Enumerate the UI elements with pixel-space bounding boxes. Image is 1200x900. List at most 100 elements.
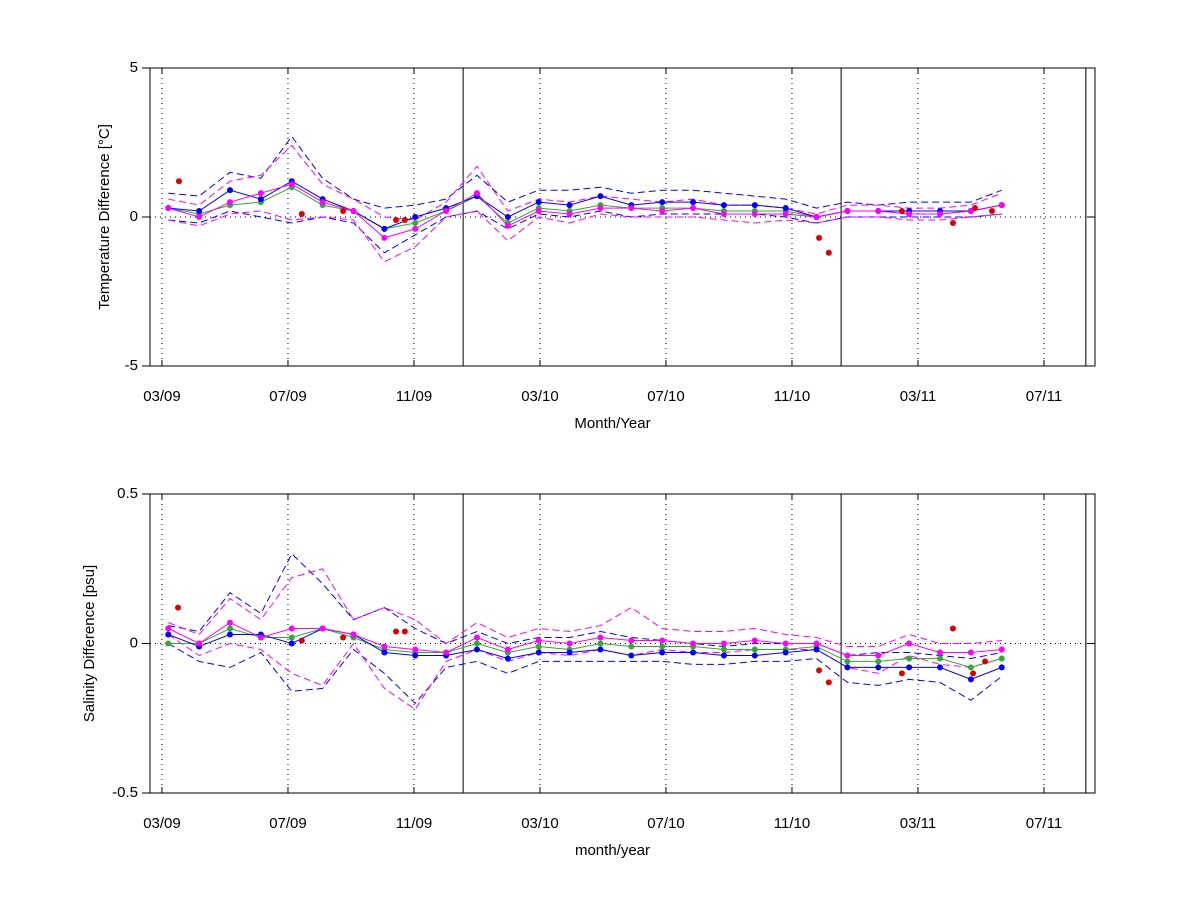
marker	[227, 625, 234, 632]
marker	[659, 208, 666, 215]
marker	[401, 628, 408, 635]
marker	[906, 664, 913, 671]
marker	[813, 640, 820, 647]
x-tick-label: 11/09	[396, 815, 432, 832]
marker	[597, 646, 604, 653]
marker	[319, 199, 326, 206]
marker	[175, 604, 182, 611]
band-line	[168, 568, 1002, 647]
marker	[473, 640, 480, 647]
band-line	[168, 210, 1002, 263]
marker	[659, 649, 666, 656]
x-tick-label: 11/10	[774, 815, 810, 832]
marker	[504, 646, 511, 653]
marker	[227, 199, 234, 206]
marker	[898, 670, 905, 677]
marker	[898, 208, 905, 215]
marker	[227, 619, 234, 626]
marker	[393, 216, 400, 223]
marker	[982, 658, 989, 665]
marker	[196, 214, 203, 220]
marker	[165, 205, 172, 212]
marker	[227, 631, 234, 638]
marker	[412, 225, 419, 232]
marker	[844, 652, 851, 659]
marker	[628, 205, 635, 212]
x-tick-label: 07/10	[647, 388, 685, 405]
marker	[381, 643, 388, 650]
x-tick-label: 03/10	[521, 815, 559, 832]
marker	[535, 199, 542, 206]
marker	[319, 625, 326, 632]
marker	[816, 667, 823, 674]
marker	[288, 634, 295, 641]
series-line	[168, 622, 1002, 656]
marker	[566, 649, 573, 656]
marker	[751, 652, 758, 659]
marker	[566, 202, 573, 209]
marker	[659, 643, 666, 650]
marker	[566, 640, 573, 647]
marker	[165, 640, 172, 647]
marker	[393, 628, 400, 635]
marker	[875, 664, 882, 671]
marker	[875, 652, 882, 659]
marker	[196, 640, 203, 647]
marker	[949, 219, 956, 226]
y-tick-label: 0	[130, 208, 138, 225]
marker	[998, 664, 1005, 671]
marker	[970, 670, 977, 677]
marker	[720, 202, 727, 209]
series-line	[168, 627, 1002, 680]
marker	[813, 646, 820, 653]
x-tick-label: 07/11	[1026, 388, 1062, 405]
series-line	[168, 183, 1002, 239]
marker	[628, 643, 635, 650]
x-axis-label: month/year	[575, 842, 650, 859]
marker	[473, 646, 480, 653]
x-axis-label: Month/Year	[574, 415, 650, 432]
marker	[473, 634, 480, 641]
series-line	[168, 627, 1002, 668]
marker	[196, 208, 203, 215]
marker	[971, 205, 978, 212]
marker	[535, 643, 542, 650]
marker	[875, 658, 882, 665]
marker	[751, 637, 758, 644]
y-tick-label: 5	[130, 59, 138, 76]
marker	[906, 655, 913, 662]
band-line	[168, 144, 1002, 221]
marker	[875, 208, 882, 215]
x-tick-label: 03/09	[143, 815, 181, 832]
marker	[412, 219, 419, 226]
marker	[998, 202, 1005, 209]
marker	[412, 214, 419, 220]
marker	[288, 625, 295, 632]
marker	[257, 634, 264, 641]
marker	[412, 652, 419, 659]
marker	[659, 199, 666, 206]
y-tick-label: 0.5	[117, 485, 138, 502]
marker	[720, 646, 727, 653]
marker	[659, 637, 666, 644]
marker	[443, 208, 450, 215]
marker	[412, 646, 419, 653]
marker	[967, 664, 974, 671]
marker	[825, 679, 832, 686]
marker	[504, 214, 511, 220]
y-tick-label: -5	[125, 357, 138, 374]
marker	[381, 225, 388, 232]
series-line	[168, 186, 1002, 230]
y-axis-label: Temperature Difference [°C]	[96, 124, 113, 310]
marker	[937, 655, 944, 662]
marker	[350, 208, 357, 215]
marker	[720, 640, 727, 647]
marker	[690, 205, 697, 212]
marker	[350, 631, 357, 638]
marker	[720, 211, 727, 218]
marker	[597, 640, 604, 647]
marker	[782, 649, 789, 656]
marker	[967, 676, 974, 683]
x-tick-label: 07/10	[647, 815, 685, 832]
